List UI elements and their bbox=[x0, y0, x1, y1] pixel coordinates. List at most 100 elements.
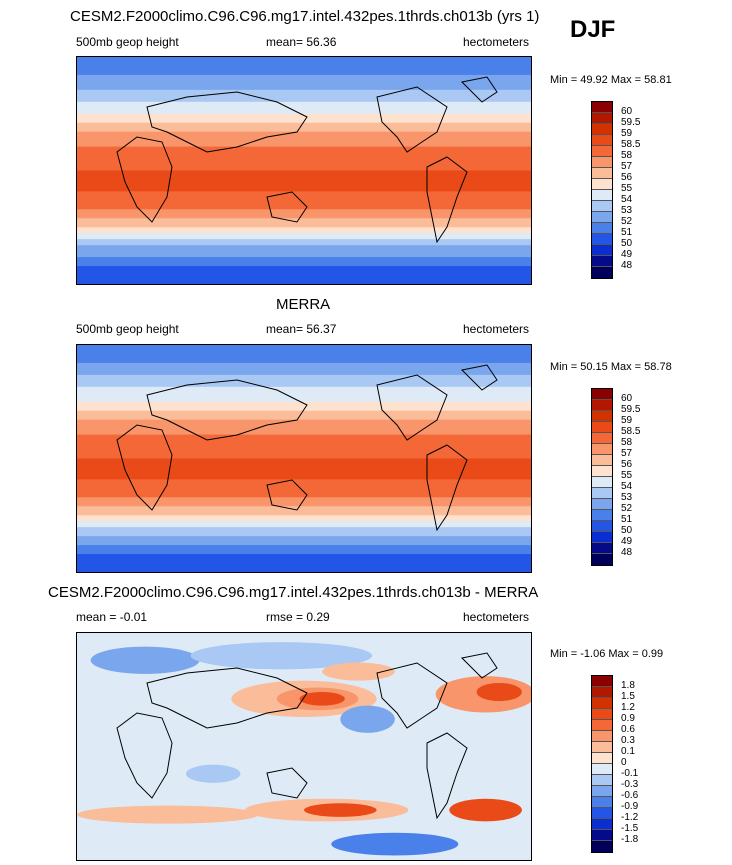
colorbar-swatch bbox=[592, 168, 612, 179]
field-band bbox=[77, 548, 531, 552]
colorbar-swatch bbox=[592, 135, 612, 146]
field-band bbox=[77, 545, 531, 549]
panel-1-map bbox=[76, 56, 532, 285]
field-band bbox=[77, 446, 531, 451]
field-band bbox=[77, 101, 531, 106]
colorbar-swatch bbox=[592, 433, 612, 444]
field-anomaly bbox=[185, 764, 241, 783]
colorbar-swatch bbox=[592, 764, 612, 775]
field-band bbox=[77, 419, 531, 424]
field-band bbox=[77, 377, 531, 382]
colorbar-tick-label: 0.3 bbox=[621, 735, 635, 746]
field-band bbox=[77, 212, 531, 216]
field-band bbox=[77, 92, 531, 97]
colorbar-tick-label: 50 bbox=[621, 525, 633, 536]
field-band bbox=[77, 77, 531, 82]
field-band bbox=[77, 161, 531, 166]
field-band bbox=[77, 179, 531, 184]
field-anomaly bbox=[304, 803, 377, 817]
field-band bbox=[77, 503, 531, 507]
panel-3-units-label: hectometers bbox=[463, 610, 530, 624]
colorbar-tick-label: 49 bbox=[621, 249, 633, 260]
field-band bbox=[77, 482, 531, 486]
colorbar-tick-label: 50 bbox=[621, 238, 633, 249]
colorbar-tick-label: 1.5 bbox=[621, 691, 635, 702]
field-band bbox=[77, 65, 531, 70]
field-band bbox=[77, 185, 531, 190]
field-band bbox=[77, 416, 531, 421]
colorbar-swatch bbox=[592, 797, 612, 808]
field-band bbox=[77, 269, 531, 273]
colorbar-swatch bbox=[592, 808, 612, 819]
field-band bbox=[77, 143, 531, 148]
panel-3-title: CESM2.F2000climo.C96.C96.mg17.intel.432p… bbox=[48, 584, 539, 601]
colorbar-swatch bbox=[592, 687, 612, 698]
field-band bbox=[77, 350, 531, 355]
continent-outline bbox=[146, 379, 308, 441]
field-band bbox=[77, 194, 531, 198]
field-band bbox=[77, 278, 531, 282]
field-band bbox=[77, 149, 531, 154]
panel-1-minmax: Min = 49.92 Max = 58.81 bbox=[550, 74, 672, 86]
panel-1-variable-label: 500mb geop height bbox=[76, 35, 179, 49]
colorbar-tick-label: 59.5 bbox=[621, 117, 641, 128]
field-band bbox=[77, 176, 531, 181]
field-band bbox=[77, 437, 531, 442]
field-band bbox=[77, 137, 531, 142]
field-band bbox=[77, 263, 531, 267]
field-band bbox=[77, 239, 531, 243]
continent-outline bbox=[426, 444, 468, 532]
field-band bbox=[77, 365, 531, 370]
field-band bbox=[77, 167, 531, 172]
continent-outline bbox=[376, 662, 448, 729]
field-band bbox=[77, 359, 531, 364]
panel-2-variable-label: 500mb geop height bbox=[76, 322, 179, 336]
colorbar-tick-label: 59 bbox=[621, 128, 633, 139]
continent-outline bbox=[460, 76, 498, 103]
colorbar-tick-label: 54 bbox=[621, 481, 633, 492]
continent-outline bbox=[460, 364, 498, 391]
field-band bbox=[77, 86, 531, 91]
field-anomaly bbox=[449, 798, 522, 822]
field-band bbox=[77, 218, 531, 222]
field-band bbox=[77, 353, 531, 358]
field-band bbox=[77, 170, 531, 175]
field-band bbox=[77, 146, 531, 151]
field-band bbox=[77, 461, 531, 466]
field-band bbox=[77, 449, 531, 454]
field-band bbox=[77, 242, 531, 246]
colorbar-tick-label: 51 bbox=[621, 227, 633, 238]
field-band bbox=[77, 371, 531, 376]
colorbar-tick-label: 0.9 bbox=[621, 713, 635, 724]
field-band bbox=[77, 539, 531, 543]
colorbar-swatch bbox=[592, 201, 612, 212]
colorbar-swatch bbox=[592, 521, 612, 532]
field-band bbox=[77, 509, 531, 513]
field-band bbox=[77, 71, 531, 76]
field-band bbox=[77, 224, 531, 228]
colorbar-tick-label: 1.8 bbox=[621, 680, 635, 691]
panel-3-mean-label: mean = -0.01 bbox=[76, 610, 148, 624]
continent-outline bbox=[116, 136, 173, 223]
field-band bbox=[77, 104, 531, 109]
field-band bbox=[77, 473, 531, 478]
field-band bbox=[77, 155, 531, 160]
field-band bbox=[77, 98, 531, 103]
field-band bbox=[77, 554, 531, 558]
colorbar-swatch bbox=[592, 102, 612, 113]
colorbar-tick-label: 51 bbox=[621, 514, 633, 525]
colorbar-tick-label: 48 bbox=[621, 547, 633, 558]
continent-outline bbox=[266, 191, 308, 223]
colorbar-tick-label: 57 bbox=[621, 161, 633, 172]
field-band bbox=[77, 368, 531, 373]
colorbar-tick-label: 52 bbox=[621, 503, 633, 514]
field-band bbox=[77, 413, 531, 418]
field-band bbox=[77, 389, 531, 394]
colorbar-swatch bbox=[592, 709, 612, 720]
panel-2-units-label: hectometers bbox=[463, 322, 530, 336]
field-band bbox=[77, 470, 531, 475]
field-band bbox=[77, 227, 531, 231]
colorbar-tick-label: -0.6 bbox=[621, 790, 639, 801]
field-band bbox=[77, 345, 531, 349]
field-band bbox=[77, 251, 531, 255]
